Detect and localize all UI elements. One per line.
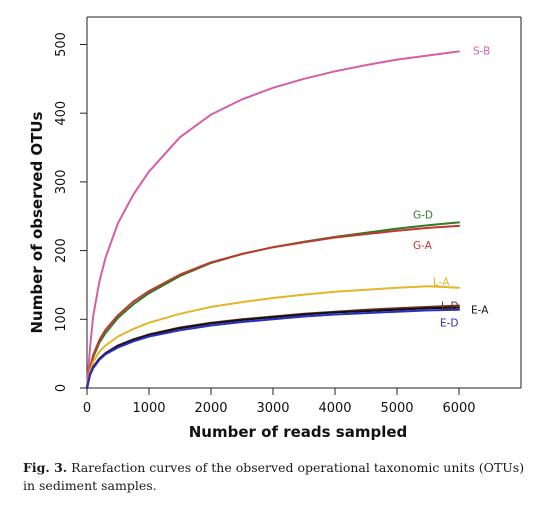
y-axis: 0 100 200 300 400 500 [54,32,87,392]
y-tick-label: 200 [54,238,69,263]
series-label-e-a: E-A [471,305,489,317]
x-tick-label: 2000 [194,401,227,416]
x-tick-label: 1000 [132,401,165,416]
x-tick-label: 5000 [380,401,413,416]
x-axis-title: Number of reads sampled [189,423,408,441]
x-axis: 0 1000 2000 3000 4000 5000 6000 [83,388,476,416]
y-tick-label: 100 [54,307,69,332]
caption-label: Fig. 3. [23,460,68,475]
series-label-l-d: L-D [441,301,459,313]
figure-caption: Fig. 3. Rarefaction curves of the observ… [23,459,533,495]
caption-text: Rarefaction curves of the observed opera… [23,460,525,493]
x-tick-label: 6000 [442,401,475,416]
series-label-e-d: E-D [440,318,459,330]
series-line-g-a [86,224,460,389]
series-lines [86,50,460,389]
series-label-g-a: G-A [413,240,433,252]
y-tick-label: 300 [54,169,69,194]
series-label-s-b: S-B [473,45,490,57]
rarefaction-chart: 0 1000 2000 3000 4000 5000 6000 0 100 200 300 400 5… [28,16,522,441]
series-line-s-b [86,50,460,389]
x-tick-label: 3000 [256,401,289,416]
series-line-e-d [86,308,460,389]
y-axis-title: Number of observed OTUs [28,111,46,333]
x-tick-label: 0 [83,401,91,416]
series-labels: S-B G-D G-A L-A L-D E-A E-D [413,45,490,329]
series-label-g-d: G-D [413,209,433,221]
y-tick-label: 500 [54,32,69,57]
plot-frame [86,16,522,389]
y-tick-label: 0 [54,384,69,392]
y-tick-label: 400 [54,101,69,126]
series-label-l-a: L-A [433,277,450,289]
x-tick-label: 4000 [318,401,351,416]
series-line-l-a [86,285,460,389]
